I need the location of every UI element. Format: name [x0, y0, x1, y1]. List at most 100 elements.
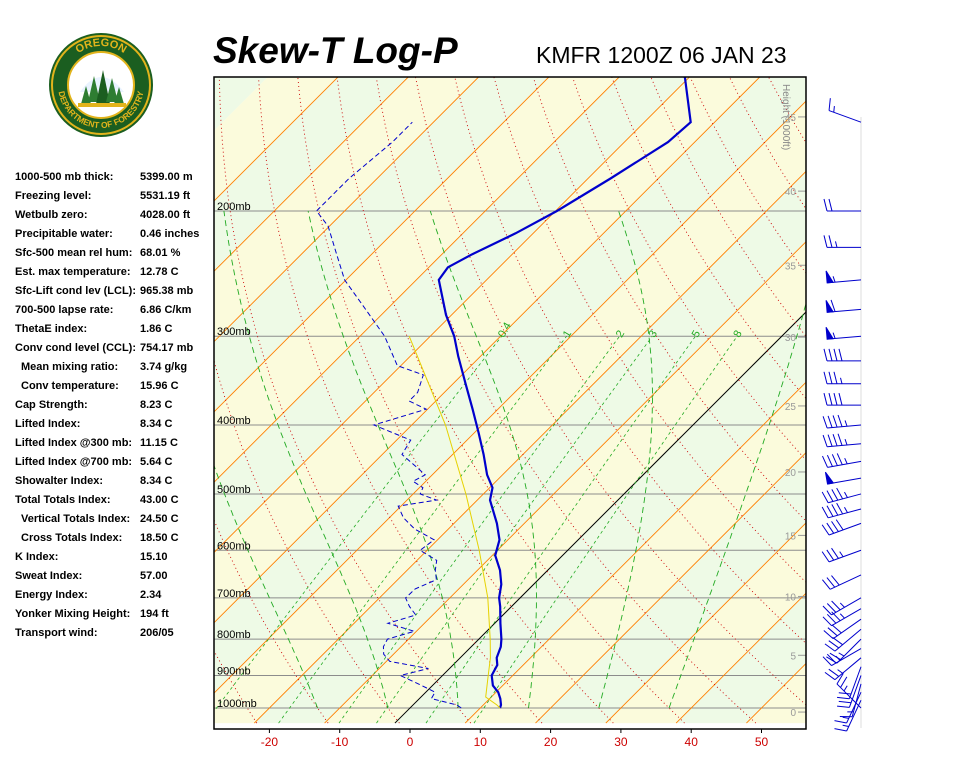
height-axis-label: Height (1000ft)	[780, 84, 791, 150]
index-value: 6.86 C/km	[140, 304, 192, 316]
wind-barb-shaft	[836, 683, 862, 709]
wind-barb	[823, 198, 861, 212]
isobars	[214, 210, 806, 709]
plot-area: 0.4 1 2 3 5 8	[0, 0, 806, 724]
pressure-label: 300mb	[217, 326, 251, 338]
moist-adiabats	[214, 210, 806, 709]
wind-barb-shaft	[828, 508, 862, 519]
isotherm-line	[324, 241, 806, 724]
isotherm-line	[464, 381, 806, 724]
wind-barb-full	[828, 98, 831, 111]
pressure-label: 900mb	[217, 665, 251, 677]
height-axis: Height (1000ft)45 40 35 30 25 20 15 10 5 0	[780, 84, 806, 719]
wind-barb-pennant	[825, 270, 834, 284]
wind-barb-full	[829, 652, 841, 661]
dry-adiabat-line	[258, 77, 543, 724]
x-tick-label: 40	[685, 735, 699, 749]
index-label: Showalter Index:	[15, 475, 104, 487]
wind-barb-full	[828, 640, 840, 649]
wind-barb-full	[831, 547, 839, 559]
index-label: K Index:	[15, 551, 59, 563]
index-label: Conv cond level (CCL):	[15, 342, 137, 354]
wind-barb-half	[837, 669, 843, 674]
index-label: ThetaE index:	[15, 323, 88, 335]
mixing-ratio-line	[278, 335, 567, 724]
wind-barb-shaft	[828, 493, 862, 504]
wind-barb-half	[839, 551, 844, 558]
index-value: 11.15 C	[140, 437, 178, 449]
wind-barb-full	[821, 506, 829, 519]
isotherm-band	[0, 0, 240, 723]
wind-barb-full	[833, 371, 838, 384]
pressure-label: 200mb	[217, 201, 251, 213]
wind-barb-full	[838, 700, 852, 704]
index-value: 965.38 mb	[140, 285, 194, 297]
logo-gold-ring	[51, 35, 151, 135]
isotherm-line	[254, 170, 806, 724]
wind-barb-shaft	[829, 574, 862, 590]
isotherm-line	[214, 77, 339, 202]
wind-barb	[826, 638, 862, 664]
wind-barb-shaft	[834, 628, 862, 652]
wind-barb-full	[837, 433, 843, 446]
pressure-label: 1000mb	[217, 698, 257, 710]
wind-barb-half	[844, 457, 848, 465]
wind-barb-full	[823, 235, 828, 248]
wind-barb-full	[824, 643, 836, 652]
index-value: 24.50 C	[140, 513, 179, 525]
wind-barb-shaft	[851, 683, 862, 717]
index-row: Showalter Index: 8.34 C	[15, 472, 210, 491]
index-label: Total Totals Index:	[15, 494, 111, 506]
wind-barb-shaft	[827, 460, 862, 468]
index-value: 15.10	[140, 551, 168, 563]
dewpoint-profile-line	[315, 121, 462, 709]
wind-barb	[822, 574, 862, 590]
wind-barb-half	[842, 724, 849, 727]
index-row: Cross Totals Index: 18.50 C	[15, 529, 210, 548]
index-label: Sfc-Lift cond lev (LCL):	[15, 285, 136, 297]
wind-barb-half	[844, 491, 848, 498]
index-row: Precipitable water: 0.46 inches	[15, 225, 210, 244]
wind-barb-full	[828, 198, 833, 212]
wind-barb-shaft	[831, 608, 862, 627]
mixing-ratio-line	[338, 335, 620, 724]
wind-barb-full	[832, 434, 838, 447]
index-value: 206/05	[140, 627, 174, 639]
wind-barb-half	[844, 506, 848, 513]
moist-adiabat-line	[307, 210, 459, 709]
index-value: 57.00	[140, 570, 168, 582]
isotherms	[214, 77, 806, 724]
wind-barb	[824, 471, 862, 485]
index-value: 194 ft	[140, 608, 169, 620]
wind-barb	[823, 348, 861, 362]
dry-adiabat-line	[297, 77, 614, 724]
index-row: Conv cond level (CCL): 754.17 mb	[15, 339, 210, 358]
wind-barb-full	[834, 720, 847, 724]
wind-barb-shaft	[828, 522, 862, 536]
wind-barb	[824, 628, 862, 652]
wind-barb-pennant	[825, 300, 834, 313]
wind-barb-half	[833, 106, 835, 113]
logo-top-text: OREGON	[74, 37, 129, 56]
wind-barb-half	[839, 613, 845, 619]
dry-adiabat-line	[6, 0, 114, 723]
wind-barb-full	[835, 519, 844, 531]
wind-barb-shaft	[834, 657, 862, 681]
wind-barb-full	[837, 705, 850, 708]
index-value: 754.17 mb	[140, 342, 194, 354]
index-label: Freezing level:	[15, 190, 92, 202]
wind-barb-full	[822, 656, 832, 666]
wind-barb-full	[827, 415, 833, 428]
index-value: 68.01 %	[140, 247, 181, 259]
moist-adiabat-line	[214, 464, 319, 709]
wind-barb-half	[832, 276, 836, 283]
wind-barb-pennant	[825, 326, 834, 340]
index-row: Lifted Index @700 mb: 5.64 C	[15, 453, 210, 472]
index-label: Mean mixing ratio:	[21, 361, 119, 373]
wind-barb-full	[826, 577, 836, 588]
index-value: 2.34	[140, 589, 162, 601]
wind-barb-full	[832, 637, 843, 646]
dry-adiabat-line	[0, 0, 43, 723]
logo-trees-icon	[78, 70, 126, 107]
plot-frame	[213, 76, 807, 730]
